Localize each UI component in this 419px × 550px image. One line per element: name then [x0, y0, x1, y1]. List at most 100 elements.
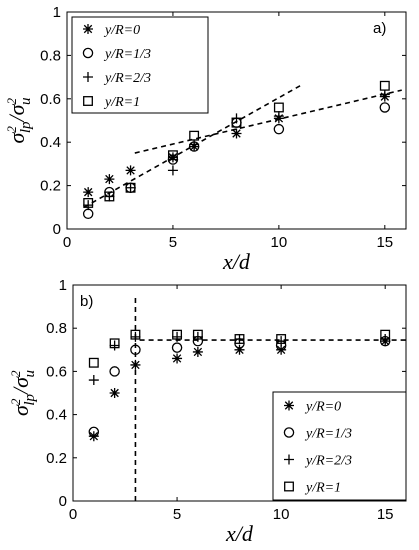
- data-point-circle: [82, 208, 94, 220]
- data-point-plus: [172, 331, 183, 342]
- legend-label: y/R=0: [103, 23, 140, 38]
- data-point-plus: [189, 139, 200, 150]
- y-tick-label: 0.8: [46, 320, 67, 337]
- panel-label: b): [80, 293, 93, 310]
- y-tick-label: 0: [59, 493, 67, 510]
- data-point-square: [379, 80, 390, 91]
- y-tick-label: 1: [59, 277, 67, 294]
- data-point-square: [88, 357, 99, 368]
- data-point-asterisk: [167, 152, 178, 163]
- x-tick-label: 10: [271, 234, 288, 251]
- data-point-plus: [379, 89, 390, 100]
- legend-label: y/R=1: [103, 95, 140, 110]
- series-plus: [88, 331, 391, 386]
- data-point-asterisk: [172, 353, 183, 364]
- data-point-circle: [171, 342, 183, 353]
- x-tick-label: 0: [69, 506, 77, 523]
- data-point-square: [172, 329, 183, 340]
- x-tick-label: 5: [169, 234, 177, 251]
- data-point-circle: [379, 102, 391, 113]
- panel-label: a): [373, 20, 386, 37]
- y-tick-label: 0.6: [40, 91, 61, 108]
- x-tick-label: 10: [273, 506, 290, 523]
- series-square: [83, 80, 390, 208]
- legend-label: y/R=2/3: [304, 454, 352, 469]
- data-point-square: [380, 329, 391, 340]
- y-tick-label: 0.4: [46, 407, 67, 424]
- plot-area-frame: [66, 11, 407, 230]
- legend-marker-plus: [83, 72, 93, 82]
- legend-marker-circle: [283, 427, 295, 438]
- y-tick-label: 0.2: [40, 178, 61, 195]
- legend: y/R=0 y/R=1/3 y/R=2/3 y/R=1: [272, 391, 407, 501]
- data-point-square: [130, 329, 141, 340]
- data-point-asterisk: [104, 174, 115, 185]
- legend-marker-circle: [82, 47, 94, 59]
- data-point-plus: [104, 191, 115, 202]
- series-plus: [83, 89, 390, 211]
- data-point-asterisk: [130, 359, 141, 370]
- legend-marker-square: [83, 96, 93, 106]
- legend-marker-asterisk: [83, 24, 93, 34]
- data-point-asterisk: [125, 165, 136, 176]
- data-point-circle: [109, 366, 120, 377]
- data-point-plus: [273, 111, 284, 122]
- dashed-fit-line: [134, 89, 402, 154]
- y-tick-label: 0.2: [46, 450, 67, 467]
- legend-marker-square: [284, 481, 294, 492]
- y-tick-label: 0.4: [40, 134, 61, 151]
- data-point-asterisk: [234, 344, 245, 355]
- legend-label: y/R=1/3: [304, 427, 352, 442]
- series-square: [88, 329, 391, 368]
- data-point-asterisk: [109, 388, 120, 398]
- data-point-plus: [167, 165, 178, 176]
- data-point-asterisk: [231, 128, 242, 139]
- y-tick-label: 0: [53, 221, 61, 238]
- y-tick-label: 0.8: [40, 47, 61, 64]
- data-point-square: [276, 334, 287, 344]
- x-axis-label: x/d: [222, 249, 251, 274]
- data-point-plus: [234, 334, 245, 344]
- data-point-circle: [88, 426, 100, 438]
- data-point-square: [231, 117, 242, 128]
- legend-box: [272, 391, 407, 501]
- data-point-asterisk: [192, 346, 203, 357]
- data-point-plus: [109, 340, 120, 351]
- legend-label: y/R=2/3: [103, 71, 151, 86]
- data-point-plus: [276, 336, 287, 347]
- data-point-square: [273, 102, 284, 113]
- data-point-square: [234, 334, 245, 344]
- data-point-square: [83, 198, 94, 208]
- chart-panel-a: 0 5 10 15 0 0.2 0.4 0.6 0.8 1 x/d σ2lp/σ2u a) y/R=0 y/…: [4, 4, 407, 274]
- data-point-square: [167, 150, 178, 161]
- data-point-plus: [83, 200, 94, 211]
- y-axis-label: σ2lp/σ2u: [8, 370, 38, 416]
- x-tick-label: 15: [376, 234, 393, 251]
- x-tick-label: 5: [173, 506, 181, 523]
- x-axis-label: x/d: [225, 521, 254, 546]
- x-tick-label: 0: [63, 234, 71, 251]
- data-point-plus: [88, 375, 99, 386]
- x-tick-label: 15: [377, 506, 394, 523]
- data-point-asterisk: [83, 187, 94, 198]
- data-point-plus: [130, 331, 141, 342]
- data-point-square: [125, 182, 136, 193]
- data-point-circle: [130, 344, 141, 356]
- data-point-plus: [125, 182, 136, 193]
- y-axis-label: σ2lp/σ2u: [4, 98, 34, 144]
- legend-marker-plus: [284, 454, 294, 465]
- data-point-square: [192, 329, 203, 340]
- data-point-square: [104, 191, 115, 202]
- data-point-plus: [192, 331, 203, 342]
- chart-panel-b: 0 5 10 1500.20.40.60.81x/dσ2lp/σ2ub)y/R=0y/…: [8, 277, 407, 546]
- data-point-circle: [273, 123, 285, 135]
- legend-label: y/R=1: [304, 481, 341, 496]
- legend-box: [71, 16, 209, 114]
- y-tick-label: 0.6: [46, 363, 67, 380]
- data-point-square: [189, 130, 200, 141]
- data-point-square: [109, 338, 120, 349]
- legend-marker-asterisk: [284, 400, 294, 411]
- legend: y/R=0 y/R=1/3 y/R=2/3 y/R=1: [71, 16, 209, 114]
- y-tick-label: 1: [53, 4, 61, 21]
